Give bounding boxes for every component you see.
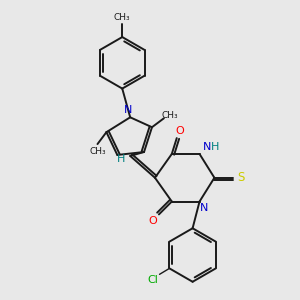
Text: H: H [117,154,125,164]
Text: N: N [124,105,132,116]
Text: O: O [175,126,184,136]
Text: CH₃: CH₃ [161,111,178,120]
Text: H: H [211,142,220,152]
Text: S: S [238,171,245,184]
Text: N: N [200,203,209,214]
Text: CH₃: CH₃ [89,148,106,157]
Text: CH₃: CH₃ [114,13,130,22]
Text: Cl: Cl [147,275,158,285]
Text: N: N [203,142,212,152]
Text: O: O [148,216,157,226]
